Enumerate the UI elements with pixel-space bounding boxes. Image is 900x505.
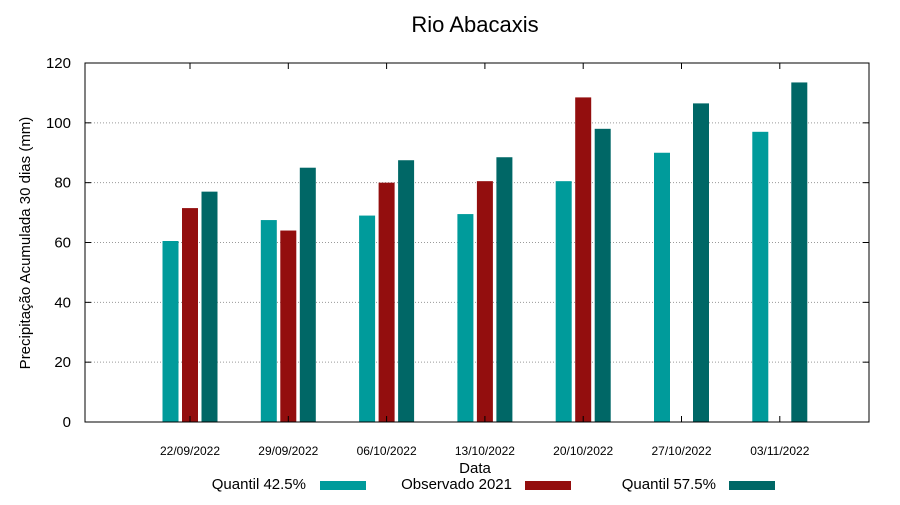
- bar: [791, 82, 808, 422]
- y-tick-label: 0: [63, 414, 71, 431]
- bar: [201, 191, 218, 422]
- bar: [476, 181, 493, 422]
- legend-label: Quantil 42.5%: [212, 476, 306, 493]
- bar: [299, 167, 316, 422]
- y-tick-label: 100: [46, 115, 71, 132]
- y-tick-label: 60: [54, 235, 71, 252]
- y-axis-label: Precipitação Acumulada 30 dias (mm): [17, 117, 34, 370]
- y-tick-label: 80: [54, 175, 71, 192]
- bar: [654, 152, 670, 422]
- bar: [378, 182, 395, 422]
- y-tick-label: 20: [54, 354, 71, 371]
- bar: [575, 97, 592, 422]
- legend: Quantil 42.5% Observado 2021 Quantil 57.5%: [212, 476, 775, 493]
- bar: [496, 157, 513, 423]
- bar: [752, 131, 769, 422]
- legend-swatch: [729, 481, 775, 490]
- y-axis: 0 20 40 60 80 100 120: [46, 55, 869, 431]
- y-tick-label: 120: [46, 55, 71, 72]
- bar: [280, 230, 297, 422]
- legend-label: Quantil 57.5%: [622, 476, 716, 493]
- x-tick-label: 13/10/2022: [455, 444, 515, 458]
- legend-swatch: [525, 481, 571, 490]
- x-axis-label: Data: [459, 460, 491, 477]
- legend-label: Observado 2021: [401, 476, 512, 493]
- x-tick-label: 29/09/2022: [258, 444, 318, 458]
- legend-swatch: [320, 481, 366, 490]
- x-tick-label: 06/10/2022: [357, 444, 417, 458]
- x-tick-label: 20/10/2022: [553, 444, 613, 458]
- bar: [457, 214, 474, 422]
- x-axis: 22/09/2022 29/09/2022 06/10/2022 13/10/2022…: [160, 63, 810, 458]
- bar: [555, 181, 572, 422]
- chart-title: Rio Abacaxis: [411, 12, 538, 37]
- x-tick-label: 22/09/2022: [160, 444, 220, 458]
- y-tick-label: 40: [54, 294, 71, 311]
- bar: [162, 241, 179, 422]
- x-tick-label: 03/11/2022: [750, 444, 809, 458]
- bar: [359, 215, 376, 422]
- x-tick-label: 27/10/2022: [651, 444, 711, 458]
- bar: [693, 103, 709, 422]
- bar: [398, 160, 415, 422]
- bars-layer: [162, 82, 808, 423]
- bar: [260, 220, 277, 422]
- bar: [182, 208, 198, 422]
- bar: [594, 128, 611, 423]
